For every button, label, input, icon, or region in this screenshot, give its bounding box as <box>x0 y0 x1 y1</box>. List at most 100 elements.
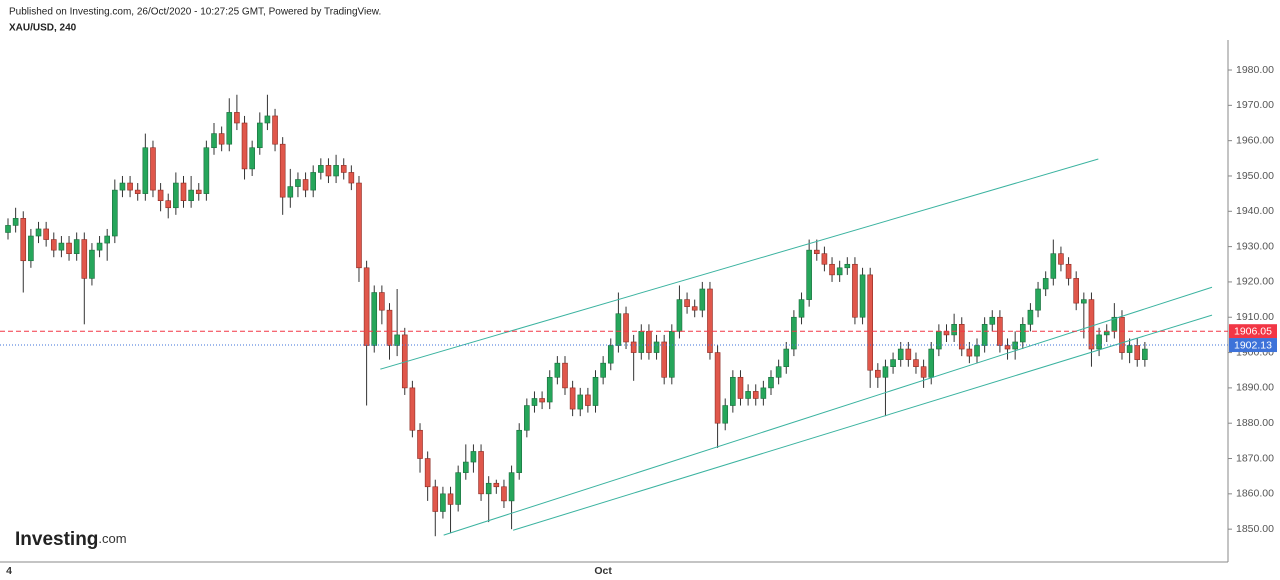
candle-body <box>134 189 141 194</box>
y-tick-label: 1910.00 <box>1236 311 1274 323</box>
candle-body <box>279 143 286 198</box>
candle-body <box>661 341 667 378</box>
candle-body <box>714 352 721 424</box>
candle-body <box>539 398 545 403</box>
candle-body <box>966 348 973 357</box>
candle-body <box>310 172 317 191</box>
candle-body <box>905 348 912 360</box>
candle-body <box>821 253 828 265</box>
candle-body <box>249 147 255 170</box>
candle-body <box>1088 299 1095 350</box>
candle-body <box>569 387 576 410</box>
y-tick-label: 1940.00 <box>1236 205 1274 217</box>
trend-line <box>443 286 1213 536</box>
candle-body <box>363 267 370 346</box>
y-tick-label: 1950.00 <box>1236 170 1274 182</box>
candle-body <box>623 313 629 343</box>
candle-body <box>66 242 72 254</box>
candle-body <box>1042 278 1049 290</box>
candle-body <box>1004 345 1011 350</box>
candle-body <box>1119 316 1125 353</box>
candle-body <box>501 486 507 502</box>
y-tick-label: 1920.00 <box>1236 276 1274 288</box>
candle-body <box>554 362 561 378</box>
candle-body <box>89 249 95 279</box>
candle-body <box>35 228 42 237</box>
candle-body <box>813 249 820 254</box>
candle-body <box>432 486 439 512</box>
candle-body <box>50 239 57 251</box>
y-tick-label: 1850.00 <box>1236 523 1274 535</box>
candle-body <box>859 274 866 318</box>
candle-body <box>96 242 103 251</box>
candle-body <box>180 182 187 201</box>
y-tick-label: 1890.00 <box>1236 382 1274 394</box>
candle-body <box>157 189 164 201</box>
candle-body <box>989 316 996 325</box>
candle-body <box>615 313 622 346</box>
candle-body <box>272 115 278 145</box>
candle-body <box>256 122 263 149</box>
candle-body <box>592 376 599 406</box>
candle-body <box>981 324 988 346</box>
candle-body <box>585 394 591 406</box>
candle-body <box>913 359 919 367</box>
candle-body <box>356 182 362 269</box>
candle-body <box>20 218 27 262</box>
candle-body <box>226 112 233 145</box>
candle-body <box>562 362 568 389</box>
candle-body <box>112 189 118 237</box>
candle-body <box>195 189 202 194</box>
candle-body <box>455 472 461 505</box>
candle-body <box>699 288 706 311</box>
candle-body <box>447 493 454 505</box>
candle-body <box>745 391 751 399</box>
candle-body <box>173 182 179 209</box>
price-label: 1906.05 <box>1234 325 1272 337</box>
candle-body <box>546 376 553 403</box>
candle-body <box>783 348 790 367</box>
candle-body <box>1126 345 1133 353</box>
candle-body <box>684 299 690 307</box>
candle-body <box>791 316 797 350</box>
candle-body <box>577 394 584 410</box>
candle-body <box>722 405 729 424</box>
candle-body <box>768 376 774 389</box>
logo-suffix: .com <box>98 531 126 546</box>
candle-body <box>104 235 110 244</box>
logo: Investing.com <box>15 529 127 550</box>
candle-body <box>951 324 957 336</box>
candle-body <box>1058 253 1064 265</box>
candle-body <box>241 122 248 170</box>
y-tick-label: 1960.00 <box>1236 134 1274 146</box>
candle-body <box>1073 278 1079 304</box>
candle-body <box>218 133 225 145</box>
candle-body <box>600 362 606 378</box>
candle-body <box>142 147 149 194</box>
candle-body <box>379 292 385 311</box>
candle-body <box>867 274 873 371</box>
trend-line <box>512 314 1213 531</box>
candle-body <box>28 235 34 262</box>
candle-body <box>890 359 896 367</box>
price-label-box <box>1229 324 1277 339</box>
candle-body <box>340 165 347 173</box>
candle-body <box>958 324 965 350</box>
candle-body <box>1134 345 1141 360</box>
candle-body <box>203 147 210 194</box>
candle-body <box>386 309 393 346</box>
candle-body <box>1019 324 1026 343</box>
y-tick-label: 1930.00 <box>1236 240 1274 252</box>
candle-body <box>371 292 378 346</box>
y-tick-label: 1880.00 <box>1236 417 1274 429</box>
candle-body <box>150 147 156 191</box>
candle-body <box>882 366 889 378</box>
candle-body <box>676 299 683 332</box>
y-tick-label: 1970.00 <box>1236 99 1274 111</box>
candle-body <box>333 165 339 177</box>
symbol: XAU/USD, 240 <box>9 23 77 34</box>
x-tick-label: 4 <box>6 565 12 577</box>
candle-body <box>165 200 172 209</box>
candle-body <box>836 267 843 276</box>
